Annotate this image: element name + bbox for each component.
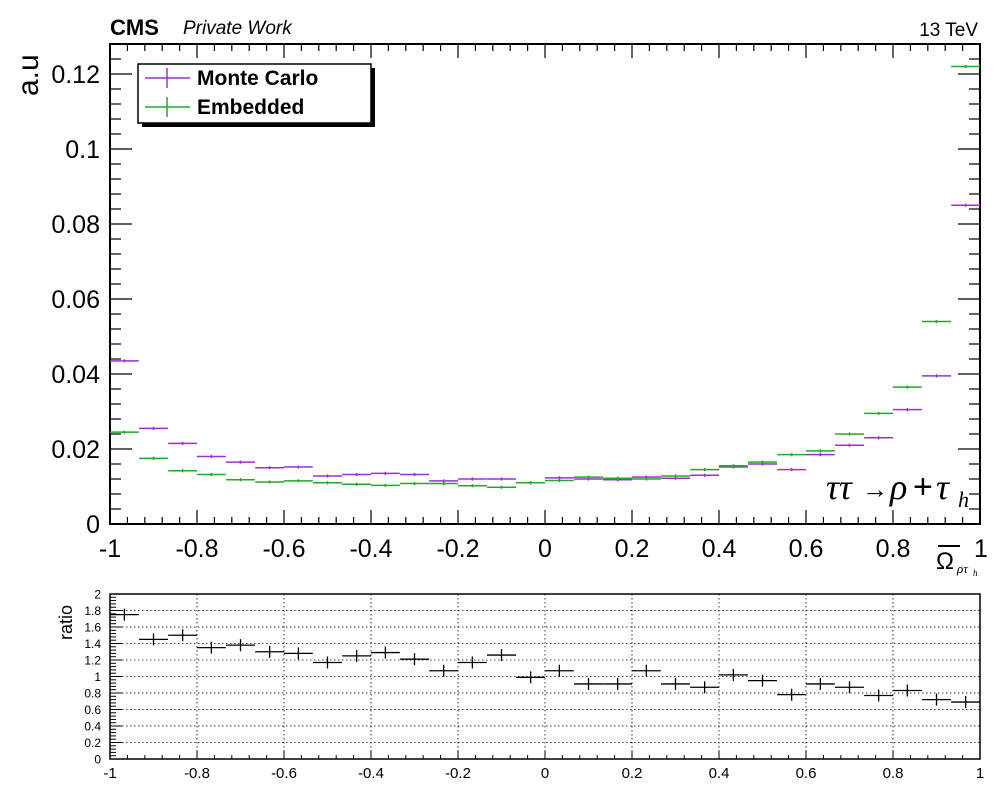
ratio-x-tick-label: 0.4 <box>709 765 730 782</box>
main-x-tick-labels: -1 -0.8 -0.6 -0.4 -0.2 0 0.2 0.4 0.6 0.8 1 <box>99 535 988 563</box>
svg-text:τ: τ <box>936 467 950 507</box>
process-annotation: ττ → ρ + τ h <box>826 467 969 512</box>
x-tick-label: 0 <box>538 535 552 563</box>
svg-text:+: + <box>913 468 933 506</box>
ratio-series <box>109 608 981 709</box>
series-embedded <box>109 64 981 489</box>
ratio-x-tick-label: -0.2 <box>445 765 471 782</box>
ratio-x-tick-label: -1 <box>103 765 116 782</box>
y-tick-label: 0.12 <box>51 61 100 89</box>
ratio-y-tick-label: 2 <box>94 588 101 602</box>
x-axis-label: Ω ρτ h <box>936 545 978 578</box>
energy-label: 13 TeV <box>919 20 978 41</box>
ratio-x-tick-label: -0.6 <box>271 765 297 782</box>
ratio-y-tick-label: 0.4 <box>84 720 101 734</box>
x-tick-label: -0.2 <box>436 535 479 563</box>
ratio-y-tick-label: 1.6 <box>84 621 101 635</box>
svg-text:Ω: Ω <box>936 548 954 575</box>
ratio-x-tick-label: 0.2 <box>622 765 643 782</box>
x-tick-label: -0.6 <box>262 535 305 563</box>
ratio-y-tick-label: 0.2 <box>84 736 101 750</box>
ratio-x-tick-label: -0.8 <box>184 765 210 782</box>
main-axis-ticks <box>109 43 981 525</box>
ratio-axis-ticks <box>109 593 981 760</box>
svg-text:→: → <box>862 474 888 504</box>
svg-text:ρ: ρ <box>889 467 907 507</box>
ratio-x-tick-label: -0.4 <box>358 765 384 782</box>
x-tick-label: 1 <box>974 535 988 563</box>
main-plot: -1 -0.8 -0.6 -0.4 -0.2 0 0.2 0.4 0.6 0.8 1 0 0.02 0.… <box>12 43 988 578</box>
y-tick-label: 0.08 <box>51 211 100 239</box>
legend-label-monte-carlo: Monte Carlo <box>197 67 318 90</box>
ratio-y-tick-label: 1 <box>94 670 101 684</box>
legend-label-embedded: Embedded <box>197 96 304 119</box>
ratio-x-tick-label: 0.6 <box>796 765 817 782</box>
ratio-x-tick-labels: -1 -0.8 -0.6 -0.4 -0.2 0 0.2 0.4 0.6 0.8 1 <box>103 765 984 782</box>
x-tick-label: -1 <box>99 535 121 563</box>
x-tick-label: -0.8 <box>175 535 218 563</box>
ratio-y-axis-label: ratio <box>56 605 76 640</box>
x-tick-label: 0.4 <box>702 535 737 563</box>
ratio-y-tick-label: 0.6 <box>84 703 101 717</box>
y-tick-label: 0.06 <box>51 286 100 314</box>
y-tick-label: 0.04 <box>51 361 100 389</box>
x-tick-label: 0.6 <box>789 535 824 563</box>
svg-text:ρτ: ρτ <box>956 561 969 576</box>
x-tick-label: 0.2 <box>615 535 650 563</box>
svg-text:h: h <box>973 568 978 578</box>
legend: Monte Carlo Embedded <box>137 63 375 127</box>
svg-text:h: h <box>958 487 969 512</box>
ratio-y-tick-label: 1.8 <box>84 604 101 618</box>
main-series <box>109 64 981 489</box>
x-tick-label: 0.8 <box>876 535 911 563</box>
y-tick-label: 0 <box>86 511 100 539</box>
main-y-tick-labels: 0 0.02 0.04 0.06 0.08 0.1 0.12 <box>51 61 100 539</box>
ratio-x-tick-label: 1 <box>976 765 984 782</box>
legend-marker-embedded <box>145 97 190 117</box>
ratio-y-tick-label: 0.8 <box>84 687 101 701</box>
ratio-y-tick-label: 1.4 <box>84 637 101 651</box>
ratio-y-tick-label: 0 <box>94 753 101 767</box>
ratio-x-tick-label: 0 <box>541 765 549 782</box>
ratio-x-tick-label: 0.8 <box>883 765 904 782</box>
y-tick-label: 0.1 <box>65 136 100 164</box>
series-monte-carlo <box>109 203 981 485</box>
tag-label: Private Work <box>183 18 293 39</box>
ratio-grid <box>110 594 980 759</box>
experiment-label: CMS <box>110 15 159 40</box>
y-axis-label: a.u <box>12 54 45 96</box>
y-tick-label: 0.02 <box>51 436 100 464</box>
svg-text:ττ: ττ <box>826 467 853 507</box>
ratio-plot: -1 -0.8 -0.6 -0.4 -0.2 0 0.2 0.4 0.6 0.8 1 0 0.2 0.4… <box>56 588 984 783</box>
legend-box <box>137 63 372 124</box>
legend-marker-monte-carlo <box>145 68 190 88</box>
x-tick-label: -0.4 <box>349 535 392 563</box>
ratio-y-tick-label: 1.2 <box>84 654 101 668</box>
ratio-y-tick-labels: 0 0.2 0.4 0.6 0.8 1 1.2 1.4 1.6 1.8 2 <box>84 588 101 767</box>
